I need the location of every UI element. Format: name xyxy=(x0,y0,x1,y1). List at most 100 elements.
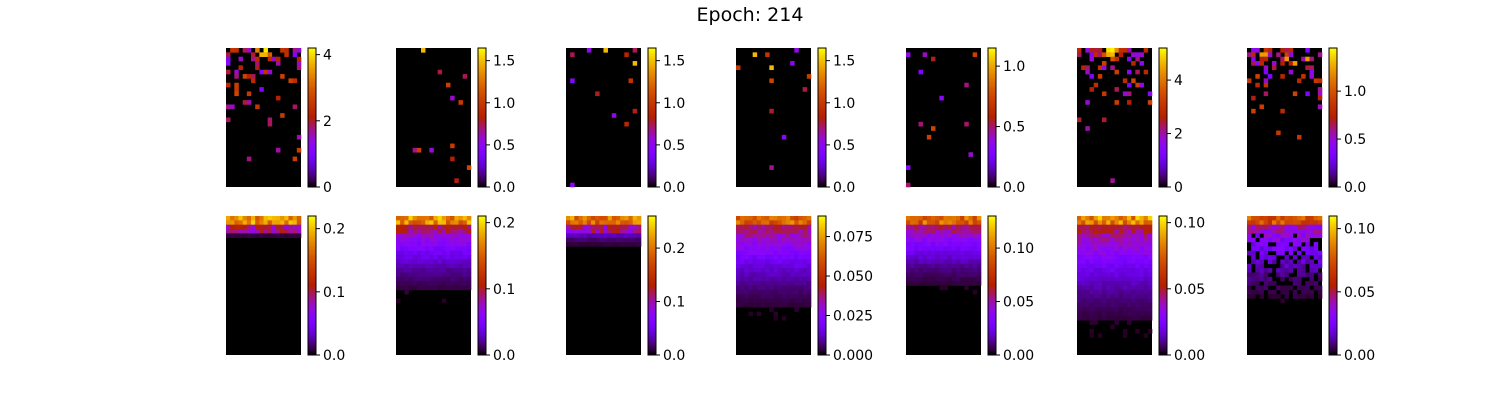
heatmap-cell xyxy=(1114,272,1119,278)
heatmap-cell xyxy=(781,250,787,256)
heatmap-cell xyxy=(234,87,239,92)
heatmap-cell xyxy=(976,216,982,221)
heatmap-cell xyxy=(918,281,923,286)
heatmap-cell xyxy=(802,276,808,282)
heatmap-cell xyxy=(1102,229,1107,234)
heatmap-cell xyxy=(939,220,944,225)
heatmap-cell xyxy=(238,216,243,221)
heatmap-cell xyxy=(1263,233,1269,239)
heatmap-cell xyxy=(636,242,642,247)
heatmap-cell xyxy=(1106,220,1111,225)
heatmap-cell xyxy=(284,233,289,239)
heatmap-cell xyxy=(1135,272,1140,278)
heatmap-panel: 0.00.51.0 xyxy=(906,47,1025,196)
heatmap-cell xyxy=(1309,224,1314,230)
heatmap-cell xyxy=(951,263,957,269)
heatmap-cell xyxy=(1131,61,1136,66)
heatmap-cell xyxy=(1143,281,1149,286)
heatmap-cell xyxy=(1093,263,1099,269)
heatmap-cell xyxy=(1089,246,1094,252)
heatmap-cell xyxy=(756,272,762,278)
heatmap-cell xyxy=(765,255,770,260)
colorbar-tick-label: 0.050 xyxy=(833,269,873,285)
heatmap-cell xyxy=(1284,255,1289,260)
heatmap-cell xyxy=(1276,233,1281,239)
heatmap-cell xyxy=(1081,237,1086,243)
heatmap-cell xyxy=(1093,82,1099,88)
heatmap-cell xyxy=(794,242,799,247)
heatmap-cell xyxy=(1251,95,1256,101)
heatmap-cell xyxy=(421,233,426,239)
heatmap-cell xyxy=(1110,255,1115,260)
heatmap-cell xyxy=(951,268,957,273)
heatmap-cell xyxy=(1305,229,1310,234)
heatmap-cell xyxy=(806,229,812,234)
heatmap-cell xyxy=(1280,268,1285,273)
heatmap-cell xyxy=(1114,250,1119,256)
heatmap-cell xyxy=(1106,48,1111,53)
heatmap-cell xyxy=(761,289,766,295)
heatmap-cell xyxy=(466,220,472,225)
heatmap-cell xyxy=(931,281,936,286)
heatmap-cell xyxy=(1081,307,1086,312)
heatmap-cell xyxy=(263,48,268,53)
heatmap-cell xyxy=(591,242,596,247)
heatmap-cell xyxy=(462,272,468,278)
heatmap-cell xyxy=(1309,281,1314,286)
heatmap-cell xyxy=(1102,242,1107,247)
heatmap-cell xyxy=(441,281,447,286)
heatmap-cell xyxy=(777,229,783,234)
heatmap-cell xyxy=(926,242,932,247)
heatmap-cell xyxy=(1089,259,1094,265)
heatmap-cell xyxy=(276,61,281,66)
heatmap-cell xyxy=(404,285,409,291)
heatmap-cell xyxy=(1089,328,1094,334)
heatmap-cell xyxy=(744,272,749,278)
heatmap-cell xyxy=(595,220,600,225)
heatmap-cell xyxy=(1276,272,1281,278)
heatmap-cell xyxy=(968,255,973,260)
heatmap-cell xyxy=(968,259,973,265)
heatmap-cell xyxy=(1267,255,1273,260)
heatmap-cell xyxy=(425,237,430,243)
heatmap-cell xyxy=(396,246,401,252)
heatmap-cell xyxy=(1093,302,1099,308)
heatmap-cell xyxy=(1127,82,1132,88)
heatmap-cell xyxy=(1147,91,1153,97)
heatmap-cell xyxy=(255,104,260,110)
heatmap-cell xyxy=(1263,52,1269,57)
heatmap-cell xyxy=(400,246,405,252)
heatmap-cell xyxy=(798,216,803,221)
heatmap-cell xyxy=(450,233,455,239)
heatmap-cell xyxy=(1081,276,1086,282)
heatmap-cell xyxy=(1122,216,1128,221)
heatmap-cell xyxy=(777,220,783,225)
heatmap-cell xyxy=(1272,281,1277,286)
heatmap-cell xyxy=(586,224,592,230)
heatmap-cell xyxy=(607,237,613,243)
heatmap-cell xyxy=(976,281,982,286)
heatmap-cell xyxy=(1292,294,1298,299)
heatmap-cell xyxy=(1114,48,1119,53)
heatmap-cell xyxy=(1259,216,1264,221)
heatmap-cell xyxy=(740,233,745,239)
heatmap-cell xyxy=(433,263,438,269)
heatmap-cell xyxy=(964,259,969,265)
heatmap-cell xyxy=(773,233,778,239)
heatmap-cell xyxy=(765,250,770,256)
heatmap-cell xyxy=(752,302,758,308)
heatmap-cell xyxy=(1085,268,1090,273)
heatmap-cell xyxy=(794,229,799,234)
heatmap-panel: 0.000.050.10 xyxy=(1077,215,1205,364)
heatmap-cell xyxy=(943,250,948,256)
heatmap-cell xyxy=(781,242,787,247)
heatmap-cell xyxy=(1127,311,1132,317)
heatmap-cell xyxy=(926,224,932,230)
colorbar-tick-label: 0.1 xyxy=(663,295,685,311)
heatmap-cell xyxy=(947,276,953,282)
heatmap-cell xyxy=(1085,298,1090,304)
heatmap-cell xyxy=(790,272,795,278)
heatmap-cell xyxy=(632,233,638,239)
heatmap-cell xyxy=(624,224,629,230)
heatmap-cell xyxy=(947,229,953,234)
